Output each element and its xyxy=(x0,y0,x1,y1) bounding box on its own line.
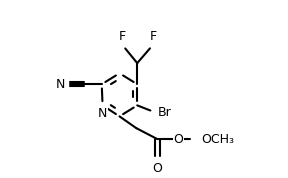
Text: O: O xyxy=(174,133,183,146)
Text: N: N xyxy=(98,107,107,120)
Text: F: F xyxy=(118,30,126,43)
Text: OCH₃: OCH₃ xyxy=(201,133,234,146)
Text: Br: Br xyxy=(158,106,172,119)
Text: O: O xyxy=(153,162,162,175)
Text: N: N xyxy=(56,78,65,91)
Text: F: F xyxy=(150,30,157,43)
